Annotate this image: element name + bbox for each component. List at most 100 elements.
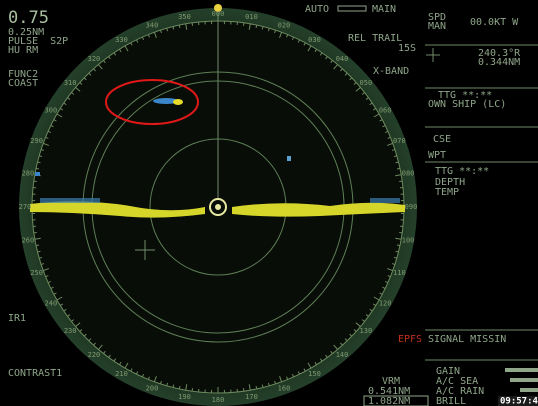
tick <box>255 24 258 29</box>
tick <box>330 60 333 64</box>
bearing-label: 020 <box>278 22 291 30</box>
tick <box>93 68 96 72</box>
gain: GAIN <box>436 366 460 377</box>
bearing-label: 010 <box>245 13 258 21</box>
tick <box>56 113 63 118</box>
bearing-label: 040 <box>336 55 349 63</box>
tick <box>53 119 57 122</box>
tick <box>372 303 377 306</box>
own-ship-dot <box>215 204 221 210</box>
tick <box>178 24 181 29</box>
bearing-label: 000 <box>212 10 225 18</box>
bearing-label: 060 <box>379 107 392 115</box>
tick <box>79 82 83 85</box>
tick <box>45 275 49 278</box>
bearing-label: 030 <box>308 36 321 44</box>
own-ship <box>209 198 227 216</box>
bearing-label: 200 <box>146 384 159 392</box>
tick <box>373 296 380 301</box>
tick <box>391 263 396 265</box>
tick <box>53 292 57 295</box>
tick <box>279 32 283 39</box>
bearing-label: 140 <box>336 351 349 359</box>
vrm1: 0.541NM <box>368 386 410 397</box>
tick <box>47 130 52 134</box>
vrm2-box <box>363 395 429 406</box>
tick <box>261 384 264 388</box>
tick <box>37 161 41 164</box>
func: FUNC2 <box>8 69 38 80</box>
bearing-label: 260 <box>22 237 35 245</box>
bearing-label: 330 <box>115 36 128 44</box>
highlight <box>105 79 199 125</box>
tick <box>395 174 402 177</box>
bearing-label: 180 <box>212 396 225 404</box>
tick <box>314 48 317 53</box>
brill: BRILL <box>436 396 466 406</box>
ring-interval: 0.25NM <box>8 27 44 38</box>
bearing-label: 290 <box>30 137 43 145</box>
tick <box>75 322 81 327</box>
tick <box>59 108 64 111</box>
tick <box>130 368 133 372</box>
tick <box>130 42 133 46</box>
tick <box>274 380 276 385</box>
bearing-label: 250 <box>30 269 43 277</box>
tick <box>387 275 391 278</box>
tick <box>39 256 43 259</box>
tick <box>98 344 103 350</box>
tick <box>387 136 391 139</box>
tick <box>395 250 399 253</box>
tick <box>393 155 397 158</box>
clock: 09:57:4 <box>500 397 538 406</box>
tick <box>344 338 348 342</box>
tick <box>319 52 323 56</box>
tick <box>395 237 402 240</box>
tick <box>307 362 312 369</box>
tick <box>384 130 389 134</box>
temp: TEMP <box>435 187 459 198</box>
tick <box>355 87 361 92</box>
cursor-icon <box>426 48 440 62</box>
tick <box>386 268 393 272</box>
tick <box>344 72 348 76</box>
vrm: VRM <box>382 376 400 387</box>
band: X-BAND <box>373 66 409 77</box>
tick <box>37 250 41 253</box>
tick <box>103 60 106 64</box>
tick <box>119 361 122 366</box>
tick <box>43 268 50 272</box>
tick <box>113 358 117 362</box>
auto-bar <box>337 5 367 12</box>
tick <box>124 362 129 369</box>
bearing-label: 240 <box>45 300 58 308</box>
tick <box>75 87 81 92</box>
tick <box>50 286 54 289</box>
gain-bar <box>505 368 538 372</box>
tick <box>113 52 117 56</box>
tick <box>83 333 87 337</box>
tick <box>35 244 40 247</box>
tick <box>303 368 306 372</box>
bearing-label: 220 <box>88 351 101 359</box>
tick <box>108 56 111 60</box>
bearing-label: 190 <box>178 393 191 401</box>
tick <box>35 167 40 170</box>
tick <box>365 97 369 100</box>
tick <box>67 97 71 100</box>
bearing-label: 160 <box>278 384 291 392</box>
tick <box>71 319 75 322</box>
auto: AUTO <box>305 4 329 15</box>
tick <box>297 39 300 43</box>
bearing-label: 210 <box>115 370 128 378</box>
echoes <box>30 98 405 218</box>
heading-marker <box>214 4 222 12</box>
tick <box>303 42 306 46</box>
trail: REL TRAIL <box>348 33 402 44</box>
tick <box>333 64 338 70</box>
tick <box>67 314 71 317</box>
tick <box>382 286 386 289</box>
tick <box>153 32 157 39</box>
tick <box>136 371 139 375</box>
